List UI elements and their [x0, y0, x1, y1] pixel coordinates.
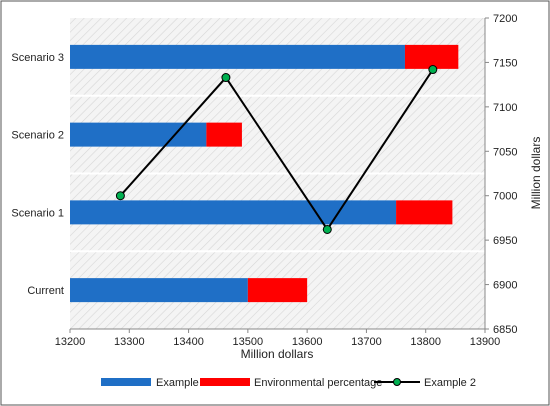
y2-tick-label: 7200 [493, 13, 517, 25]
bar-environmental-percentage [396, 200, 453, 225]
point-example-2 [322, 224, 332, 234]
x-tick-label: 13200 [55, 336, 86, 348]
bar-environmental-percentage [206, 122, 242, 147]
legend-marker-example-2 [393, 378, 401, 386]
bar-example-1 [70, 44, 405, 69]
point-example-2 [115, 191, 125, 201]
category-label: Scenario 1 [11, 207, 64, 219]
category-label: Scenario 3 [11, 52, 64, 64]
y2-tick-label: 6950 [493, 235, 517, 247]
legend-label-example-2: Example 2 [424, 377, 476, 389]
y2-tick-label: 7150 [493, 57, 517, 69]
y2-tick-label: 7100 [493, 102, 517, 114]
legend: Example 1 Environmental percentage Examp… [101, 377, 476, 389]
category-label: Current [27, 285, 64, 297]
point-example-2 [221, 73, 231, 83]
x-tick-label: 13900 [470, 336, 501, 348]
legend-swatch-environmental [200, 378, 250, 386]
x-tick-label: 13700 [351, 336, 382, 348]
y2-tick-label: 6850 [493, 324, 517, 336]
y2-tick-label: 7000 [493, 191, 517, 203]
bar-environmental-percentage [247, 278, 308, 303]
point-example-2 [428, 65, 438, 75]
bar-example-1 [70, 122, 207, 147]
x-tick-label: 13600 [292, 336, 323, 348]
bar-example-1 [70, 200, 397, 225]
x-tick-label: 13300 [114, 336, 145, 348]
x-axis-title: Million dollars [241, 347, 314, 361]
bar-environmental-percentage [404, 44, 459, 69]
y2-tick-label: 6900 [493, 280, 517, 292]
x-tick-label: 13400 [173, 336, 204, 348]
legend-label-environmental: Environmental percentage [254, 377, 382, 389]
legend-swatch-example-1 [101, 378, 151, 386]
x-tick-label: 13800 [410, 336, 441, 348]
y2-tick-label: 7050 [493, 146, 517, 158]
legend-label-example-1: Example 1 [156, 377, 208, 389]
category-label: Scenario 2 [11, 130, 64, 142]
bar-example-1 [70, 278, 248, 303]
y2-axis-title: Million dollars [529, 137, 543, 210]
line-example-2 [119, 68, 434, 232]
x-tick-label: 13500 [233, 336, 264, 348]
